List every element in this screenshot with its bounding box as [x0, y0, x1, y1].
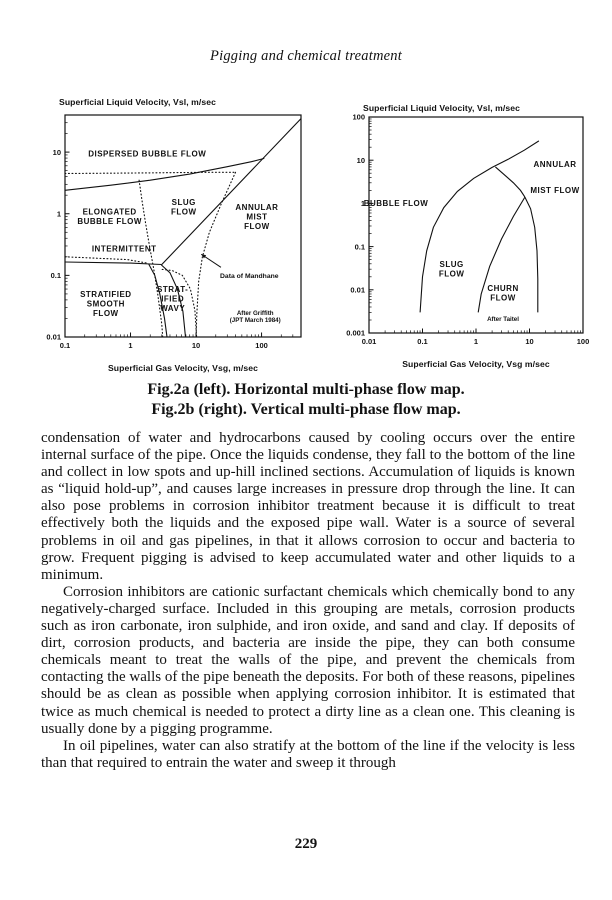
x-axis-title: Superficial Gas Velocity, Vsg m/sec — [402, 359, 550, 369]
figure-caption: Fig.2a (left). Horizontal multi-phase fl… — [0, 380, 612, 419]
figure-2b: 0.01 0.1 1 10 100 100 10 1 0.1 0.01 0.001 ANNULAR MI… — [327, 99, 595, 378]
chart-label: STRATIFIED SMOOTH FLOW — [80, 290, 132, 318]
y-tick-label: 10 — [53, 148, 61, 157]
x-tick-label: 100 — [577, 337, 590, 346]
boundary-wavy-right — [160, 264, 187, 338]
paragraph-2: Corrosion inhibitors are cationic surfac… — [41, 583, 575, 737]
y-tick-label: 0.1 — [51, 271, 61, 280]
y-tick-label: 0.1 — [355, 242, 365, 251]
caption-line-2: Fig.2b (right). Vertical multi-phase flo… — [151, 400, 461, 418]
chart-label: ANNULAR — [533, 160, 576, 169]
boundary-upper-dotted — [64, 171, 237, 175]
body-text: condensation of water and hydrocarbons c… — [41, 430, 575, 772]
chart-label: After Taitel — [487, 316, 519, 323]
chart-label: ANNULAR MIST FLOW — [235, 203, 278, 231]
x-tick-label: 100 — [255, 341, 268, 350]
boundary-wavy-left — [148, 263, 168, 338]
boundary-bubble-slug — [419, 140, 540, 313]
y-tick-label: 1 — [57, 209, 61, 218]
chart-label: SLUG FLOW — [439, 260, 465, 279]
x-tick-label: 0.1 — [417, 337, 427, 346]
chart-label: Data of Mandhane — [220, 273, 279, 280]
fig2b-vertical-flow-map: 0.01 0.1 1 10 1001001010.10.010.001ANNULARMI… — [346, 103, 590, 369]
x-tick-label: 10 — [525, 337, 533, 346]
chart-label: ELONGATED BUBBLE FLOW — [77, 208, 142, 227]
boundary-churn-right — [524, 196, 539, 313]
figure-2a: 0.1 1 10 100 10 1 0.1 0.01 DISPERSED BUBBLE FLOW… — [27, 93, 317, 382]
chart-label: BUBBLE FLOW — [364, 199, 429, 208]
boundary-dispersed-bubble-lower — [64, 157, 265, 191]
chart-label: CHURN FLOW — [487, 284, 518, 303]
y-axis-title: Superficial Liquid Velocity, Vsl, m/sec — [363, 103, 520, 113]
plot-frame — [368, 116, 584, 334]
boundary-slug-left-dotted — [138, 179, 164, 338]
x-tick-label: 10 — [192, 341, 200, 350]
paragraph-1: condensation of water and hydrocarbons c… — [41, 430, 575, 583]
running-head: Pigging and chemical treatment — [210, 48, 402, 64]
paragraph-3: In oil pipelines, water can also stratif… — [41, 737, 575, 771]
boundary-stratified-top — [64, 261, 162, 266]
boundary-slug-churn — [477, 196, 526, 313]
boundary-stratified-top-dotted — [64, 256, 148, 264]
caption-line-1: Fig.2a (left). Horizontal multi-phase fl… — [147, 381, 465, 398]
y-axis-title: Superficial Liquid Velocity, Vsl, m/sec — [59, 97, 216, 107]
chart-label: DISPERSED BUBBLE FLOW — [88, 149, 206, 158]
boundary-annular-diagonal — [161, 118, 302, 265]
arrowhead — [201, 254, 207, 259]
y-tick-label: 0.01 — [46, 333, 61, 342]
y-tick-label: 0.01 — [350, 286, 365, 295]
chart-label: INTERMITTENT — [92, 245, 157, 254]
x-tick-label: 1 — [474, 337, 478, 346]
boundary-mandhane-dotted — [195, 171, 237, 338]
x-tick-label: 0.01 — [362, 337, 377, 346]
page-number: 229 — [294, 836, 318, 852]
x-tick-label: 1 — [128, 341, 132, 350]
boundary-annular-mist-divider — [495, 166, 526, 198]
x-tick-label: 0.1 — [60, 341, 70, 350]
plot-frame — [64, 114, 302, 338]
chart-label: MIST FLOW — [530, 186, 579, 195]
chart-label: SLUG FLOW — [171, 198, 197, 217]
y-tick-label: 1 — [361, 199, 365, 208]
x-axis-title: Superficial Gas Velocity, Vsg, m/sec — [108, 363, 258, 373]
chart-label: STRAT-IFIED WAVY — [157, 285, 188, 313]
y-tick-label: 100 — [352, 113, 365, 122]
boundary-wavy-dotted — [161, 268, 198, 338]
chart-label: After Griffith (JPT March 1984) — [230, 310, 281, 324]
y-tick-label: 10 — [357, 156, 365, 165]
y-tick-label: 0.001 — [346, 329, 365, 338]
